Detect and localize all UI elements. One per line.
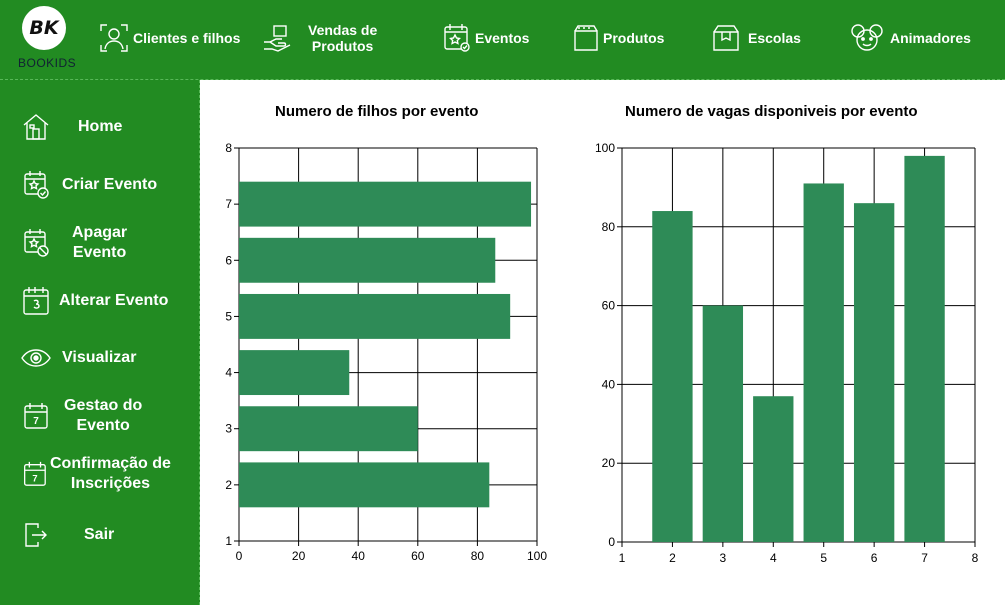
nav-label: Vendas de Produtos <box>308 22 378 54</box>
home-icon <box>23 114 49 140</box>
bar-filhos-evento-6 <box>239 237 496 283</box>
nav-clientes-e-filhos[interactable]: Clientes e filhos <box>98 22 240 54</box>
eye-icon <box>21 349 51 367</box>
top-navigation-bar: BK BOOKIDS Clientes e filhos Vendas de P… <box>0 0 1005 80</box>
sidebar-item-label: Gestao do Evento <box>64 397 143 434</box>
x-tick-label: 0 <box>236 549 243 563</box>
main-content: Numero de filhos por evento Numero de va… <box>200 80 1005 605</box>
sidebar-item-label: Criar Evento <box>62 176 158 193</box>
nav-label: Animadores <box>890 30 971 46</box>
y-tick-label: 1 <box>225 534 232 548</box>
sidebar-item-home[interactable]: Home <box>20 112 122 142</box>
customer-icon <box>100 24 128 52</box>
sidebar-item-label: Confirmação de Inscrições <box>50 455 171 492</box>
sales-hand-icon <box>264 25 291 52</box>
x-tick-label: 2 <box>669 551 676 565</box>
bar-vagas-evento-5 <box>803 183 844 542</box>
sidebar-item-alterar-evento[interactable]: Alterar Evento <box>20 286 168 316</box>
nav-label: Escolas <box>748 30 801 46</box>
x-tick-label: 6 <box>871 551 878 565</box>
bar-filhos-evento-5 <box>239 293 511 339</box>
x-tick-label: 60 <box>411 549 425 563</box>
y-tick-label: 0 <box>608 535 615 549</box>
calendar-check-icon <box>24 171 49 199</box>
sidebar-item-label: Apagar Evento <box>72 224 128 261</box>
bar-vagas-evento-7 <box>904 155 945 542</box>
school-box-icon <box>713 25 739 51</box>
nav-escolas[interactable]: Escolas <box>710 22 801 54</box>
bar-vagas-evento-6 <box>853 203 895 542</box>
x-tick-label: 8 <box>972 551 979 565</box>
y-tick-label: 6 <box>225 253 232 267</box>
x-tick-label: 20 <box>292 549 306 563</box>
bookids-logo: BK BOOKIDS <box>18 6 76 76</box>
nav-label: Clientes e filhos <box>133 30 241 46</box>
sidebar-item-confirmacao-de-inscricoes[interactable]: 7 Confirmação de Inscrições <box>20 454 171 494</box>
bar-filhos-evento-3 <box>239 406 418 452</box>
calendar-edit-icon <box>23 287 49 315</box>
bar-vagas-evento-3 <box>702 305 744 542</box>
logo-letters: BK <box>29 17 59 39</box>
nav-produtos[interactable]: Produtos <box>572 22 664 54</box>
logo-word: BOOKIDS <box>18 56 77 70</box>
bar-filhos-evento-7 <box>239 181 532 227</box>
product-box-icon <box>574 25 598 51</box>
calendar-7-icon: 7 <box>24 403 48 429</box>
y-tick-label: 8 <box>225 141 232 155</box>
svg-text:7: 7 <box>32 473 37 483</box>
sidebar-item-gestao-do-evento[interactable]: 7 Gestao do Evento <box>20 396 142 436</box>
logout-icon <box>25 523 47 547</box>
mascot-icon <box>851 24 883 51</box>
nav-label: Produtos <box>603 30 665 46</box>
y-tick-label: 3 <box>225 422 232 436</box>
sidebar: Home Criar Evento Apagar Evento Alterar … <box>0 80 200 605</box>
x-tick-label: 5 <box>820 551 827 565</box>
sidebar-item-label: Alterar Evento <box>59 292 169 309</box>
y-tick-label: 5 <box>225 309 232 323</box>
y-tick-label: 80 <box>602 220 616 234</box>
bar-filhos-evento-4 <box>239 350 350 396</box>
y-tick-label: 20 <box>602 456 616 470</box>
svg-text:7: 7 <box>33 416 39 427</box>
x-tick-label: 80 <box>471 549 485 563</box>
sidebar-item-sair[interactable]: Sair <box>20 520 114 550</box>
x-tick-label: 7 <box>921 551 928 565</box>
x-tick-label: 100 <box>527 549 547 563</box>
nav-animadores[interactable]: Animadores <box>850 22 971 54</box>
sidebar-item-visualizar[interactable]: Visualizar <box>20 346 136 370</box>
bar-vagas-evento-4 <box>753 396 794 542</box>
y-tick-label: 60 <box>602 299 616 313</box>
nav-label: Eventos <box>475 30 530 46</box>
bar-vagas-evento-2 <box>652 211 693 543</box>
x-tick-label: 4 <box>770 551 777 565</box>
y-tick-label: 7 <box>225 197 232 211</box>
sidebar-item-label: Visualizar <box>62 349 137 366</box>
sidebar-item-label: Home <box>78 118 123 135</box>
sidebar-item-apagar-evento[interactable]: Apagar Evento <box>20 223 127 263</box>
y-tick-label: 2 <box>225 478 232 492</box>
chart-title-filhos: Numero de filhos por evento <box>275 103 479 120</box>
nav-eventos[interactable]: Eventos <box>442 22 529 54</box>
chart-title-vagas: Numero de vagas disponiveis por evento <box>625 103 918 120</box>
x-tick-label: 40 <box>352 549 366 563</box>
y-tick-label: 4 <box>225 366 232 380</box>
y-tick-label: 100 <box>595 141 615 155</box>
bar-filhos-evento-2 <box>239 462 490 508</box>
calendar-7-icon: 7 <box>24 461 46 486</box>
calendar-star-icon <box>444 24 470 52</box>
calendar-block-icon <box>24 229 49 257</box>
nav-vendas-de-produtos[interactable]: Vendas de Produtos <box>262 22 377 54</box>
x-tick-label: 1 <box>619 551 626 565</box>
sidebar-item-criar-evento[interactable]: Criar Evento <box>20 170 157 200</box>
sidebar-item-label: Sair <box>84 526 115 543</box>
x-tick-label: 3 <box>720 551 727 565</box>
y-tick-label: 40 <box>602 377 616 391</box>
logo-circle: BK <box>22 6 66 50</box>
